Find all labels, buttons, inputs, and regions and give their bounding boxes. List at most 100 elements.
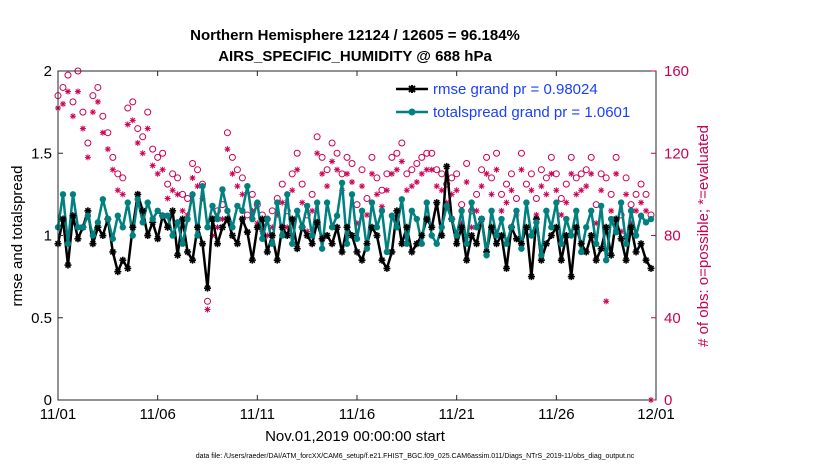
evaluated-obs-point [358,183,365,190]
possible-obs-point [393,149,401,157]
possible-obs-point [512,194,520,202]
spread-point [488,207,495,215]
spread-point [423,199,430,206]
rmse-point [199,240,207,248]
rmse-point [169,207,177,215]
spread-point [189,191,196,198]
evaluated-obs-point [214,224,221,231]
evaluated-obs-point [144,125,151,132]
spread-point [503,240,510,247]
possible-obs-point [557,194,565,202]
spread-point [493,232,500,239]
spread-point [393,224,401,231]
rmse-point [632,248,640,256]
rmse-point [64,261,72,269]
spread-point [224,207,231,215]
spread-point [229,224,236,231]
possible-obs-point [343,153,351,161]
spread-point [558,240,565,247]
y-tick-label: 0.5 [31,310,52,327]
spread-point [274,199,281,206]
spread-point [179,240,186,247]
evaluated-obs-point [329,158,336,165]
spread-point [209,202,216,210]
spread-point [74,224,82,231]
rmse-point [463,256,471,264]
rmse-point [154,235,162,243]
spread-point [298,224,306,231]
rmse-point [134,190,142,198]
evaluated-obs-point [239,191,246,198]
y-axis-label-right: # of obs: o=possible; *=evaluated [695,125,712,347]
evaluated-obs-point [598,187,605,194]
spread-point [473,224,480,231]
evaluated-obs-point [558,211,565,218]
rmse-point [293,245,301,253]
rmse-point [69,212,77,220]
possible-obs-point [488,174,496,182]
rmse-point [428,223,436,231]
rmse-point [373,232,381,239]
possible-obs-point [323,166,331,174]
evaluated-obs-point [119,191,126,198]
evaluated-obs-point [583,183,590,190]
evaluated-obs-point [169,187,176,194]
spread-point [373,224,381,231]
evaluated-obs-point [324,183,331,190]
possible-obs-point [562,180,570,188]
spread-point [84,212,92,219]
x-axis-label: Nov.01,2019 00:00:00 start [265,428,446,445]
evaluated-obs-point [388,170,395,177]
spread-point [264,215,271,223]
evaluated-obs-point [294,166,301,173]
rmse-point [348,232,356,239]
spread-point [139,219,146,226]
rmse-point [592,256,600,264]
spread-point [617,199,625,206]
y-right-tick-label: 0 [664,392,672,409]
possible-obs-point [308,190,316,198]
rmse-point [223,215,231,223]
spread-point [284,191,291,198]
evaluated-obs-point [299,199,306,206]
possible-obs-point [129,98,137,106]
spread-point [323,199,331,206]
spread-point [328,224,336,231]
spread-point [234,202,241,210]
evaluated-obs-point [528,187,535,194]
spread-point [368,199,376,206]
evaluated-obs-point [64,88,71,95]
rmse-point [587,232,595,239]
spread-point [124,199,131,206]
possible-obs-point [403,170,411,178]
spread-point [89,232,97,239]
evaluated-obs-point [309,207,316,214]
spread-point [568,232,575,239]
possible-obs-point [124,104,132,112]
evaluated-obs-point [114,187,121,194]
evaluated-obs-point [423,166,430,173]
spread-point [59,191,67,198]
evaluated-obs-point [568,170,575,177]
evaluated-obs-point [433,183,440,190]
possible-obs-point [428,149,436,157]
possible-obs-point [223,129,231,137]
data-file-footnote: data file: /Users/raeder/DAI/ATM_forcXX/… [196,453,635,460]
possible-obs-point [473,190,481,198]
spread-point [538,252,545,259]
spread-point [154,207,161,215]
spread-point [119,224,126,231]
evaluated-obs-point [134,139,141,146]
spread-point [204,224,211,231]
spread-point [583,224,590,231]
rmse-point [458,223,466,231]
spread-point [498,215,505,223]
rmse-point [622,256,630,264]
evaluated-obs-point [373,191,380,198]
rmse-point [213,240,221,248]
rmse-point [612,215,620,223]
spread-point [463,240,470,247]
rmse-point [468,232,476,239]
evaluated-obs-point [413,179,420,186]
possible-obs-point [587,153,595,161]
